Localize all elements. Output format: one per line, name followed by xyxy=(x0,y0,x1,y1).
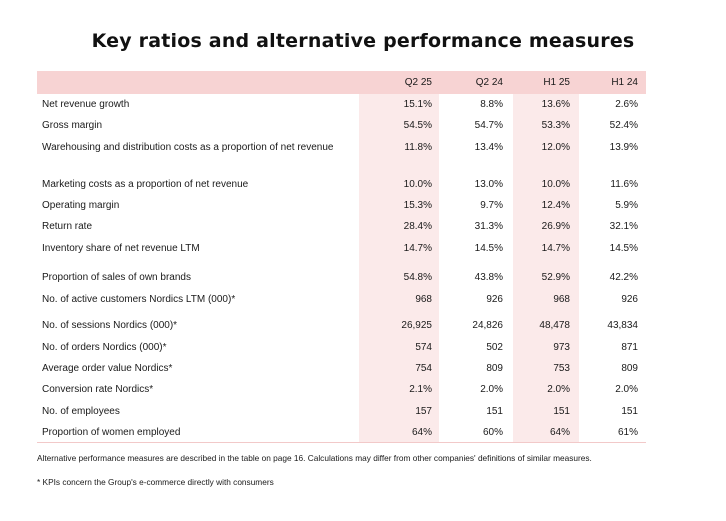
row-value-h1-24: 43,834 xyxy=(607,320,638,331)
row-value-q2-24: 809 xyxy=(486,363,503,374)
row-value-h1-25: 53.3% xyxy=(541,120,570,131)
row-value-h1-25: 12.0% xyxy=(541,142,570,153)
row-value-h1-24: 13.9% xyxy=(609,142,638,153)
row-value-h1-24: 11.6% xyxy=(610,179,638,190)
row-label: Operating margin xyxy=(42,200,120,211)
apm-footnote: Alternative performance measures are des… xyxy=(37,453,592,463)
row-value-q2-24: 14.5% xyxy=(474,243,503,254)
row-label: Net revenue growth xyxy=(42,99,130,110)
row-value-h1-25: 151 xyxy=(553,406,570,417)
row-value-h1-25: 2.0% xyxy=(547,384,570,395)
row-value-q2-24: 54.7% xyxy=(474,120,503,131)
row-value-h1-25: 968 xyxy=(553,294,570,305)
row-value-h1-25: 48,478 xyxy=(539,320,570,331)
row-value-h1-25: 14.7% xyxy=(541,243,570,254)
row-value-h1-24: 151 xyxy=(621,406,638,417)
row-label: No. of sessions Nordics (000)* xyxy=(42,320,178,331)
row-label: Conversion rate Nordics* xyxy=(42,384,154,395)
row-value-q2-24: 31.3% xyxy=(474,221,503,232)
row-value-h1-25: 753 xyxy=(553,363,570,374)
row-label: Marketing costs as a proportion of net r… xyxy=(42,179,249,190)
table-header xyxy=(37,71,646,94)
kpi-footnote: * KPIs concern the Group's e-commerce di… xyxy=(37,477,274,487)
row-value-h1-24: 42.2% xyxy=(609,272,638,283)
row-value-q2-25: 574 xyxy=(415,342,432,353)
row-value-h1-25: 64% xyxy=(549,427,570,438)
column-header-h1-25: H1 25 xyxy=(543,77,570,88)
row-value-q2-25: 54.8% xyxy=(403,272,432,283)
row-value-q2-25: 15.1% xyxy=(403,99,432,110)
column-shade-h1-25 xyxy=(513,71,579,442)
row-label: Average order value Nordics* xyxy=(42,363,173,374)
column-shade-q2-25 xyxy=(359,71,439,442)
row-value-q2-24: 43.8% xyxy=(474,272,503,283)
row-value-q2-24: 151 xyxy=(486,406,503,417)
row-value-h1-25: 52.9% xyxy=(541,272,570,283)
row-value-q2-25: 754 xyxy=(415,363,432,374)
row-label: No. of orders Nordics (000)* xyxy=(42,342,167,353)
row-value-h1-24: 14.5% xyxy=(609,243,638,254)
row-value-h1-24: 871 xyxy=(621,342,638,353)
row-value-q2-25: 26,925 xyxy=(401,320,432,331)
row-label: Inventory share of net revenue LTM xyxy=(42,243,200,254)
row-value-q2-25: 15.3% xyxy=(403,200,432,211)
row-value-h1-25: 26.9% xyxy=(541,221,570,232)
row-label: Gross margin xyxy=(42,120,103,131)
row-value-q2-25: 10.0% xyxy=(403,179,432,190)
row-value-q2-24: 13.0% xyxy=(474,179,503,190)
row-value-h1-24: 52.4% xyxy=(609,120,638,131)
row-value-q2-24: 60% xyxy=(482,427,503,438)
row-value-q2-24: 502 xyxy=(486,342,503,353)
row-value-h1-25: 13.6% xyxy=(541,99,570,110)
row-value-h1-24: 2.6% xyxy=(615,99,638,110)
column-header-h1-24: H1 24 xyxy=(611,77,638,88)
row-value-q2-25: 157 xyxy=(415,406,432,417)
row-value-q2-25: 54.5% xyxy=(403,120,432,131)
row-value-q2-25: 11.8% xyxy=(404,142,432,153)
row-label: Warehousing and distribution costs as a … xyxy=(42,142,334,153)
row-value-h1-25: 973 xyxy=(553,342,570,353)
row-label: Proportion of women employed xyxy=(42,427,181,438)
row-value-h1-24: 61% xyxy=(617,427,638,438)
row-value-q2-24: 8.8% xyxy=(480,99,503,110)
page-title: Key ratios and alternative performance m… xyxy=(91,30,635,52)
row-value-h1-24: 5.9% xyxy=(615,200,638,211)
row-value-q2-25: 28.4% xyxy=(403,221,432,232)
row-value-h1-24: 32.1% xyxy=(609,221,638,232)
row-value-q2-24: 9.7% xyxy=(480,200,503,211)
row-value-q2-25: 2.1% xyxy=(409,384,432,395)
row-value-q2-24: 2.0% xyxy=(480,384,503,395)
row-label: No. of active customers Nordics LTM (000… xyxy=(42,294,236,305)
column-header-q2-24: Q2 24 xyxy=(475,77,503,88)
row-value-q2-25: 14.7% xyxy=(403,243,432,254)
row-value-q2-24: 13.4% xyxy=(474,142,503,153)
row-label: No. of employees xyxy=(42,406,120,417)
row-value-q2-24: 926 xyxy=(486,294,503,305)
row-value-h1-24: 926 xyxy=(621,294,638,305)
row-value-q2-24: 24,826 xyxy=(472,320,503,331)
row-label: Proportion of sales of own brands xyxy=(42,272,191,283)
row-value-q2-25: 968 xyxy=(415,294,432,305)
row-value-q2-25: 64% xyxy=(411,427,432,438)
row-value-h1-25: 10.0% xyxy=(541,179,570,190)
row-value-h1-24: 2.0% xyxy=(615,384,638,395)
row-value-h1-24: 809 xyxy=(621,363,638,374)
column-header-q2-25: Q2 25 xyxy=(404,77,432,88)
table-bottom-rule xyxy=(37,442,646,443)
row-label: Return rate xyxy=(42,221,93,232)
row-value-h1-25: 12.4% xyxy=(541,200,570,211)
